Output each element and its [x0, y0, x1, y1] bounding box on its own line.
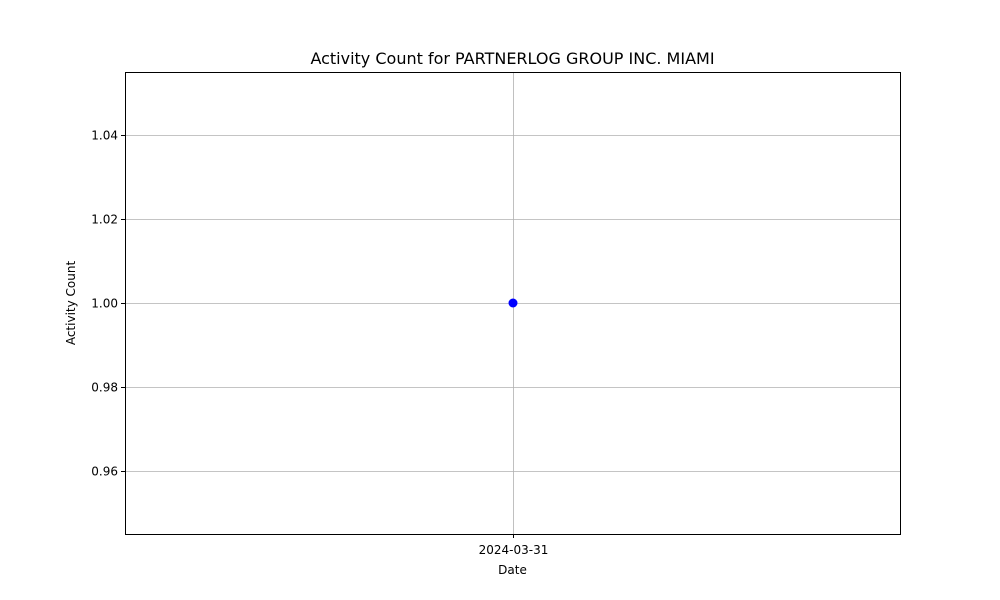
y-tick-label: 1.00 — [91, 297, 118, 311]
y-tick-label: 0.98 — [91, 381, 118, 395]
y-tick-label: 0.96 — [91, 465, 118, 479]
y-tick-label: 1.04 — [91, 129, 118, 143]
y-tick-label: 1.02 — [91, 213, 118, 227]
x-tick-label: 2024-03-31 — [479, 543, 549, 557]
data-series — [508, 298, 518, 308]
chart-title: Activity Count for PARTNERLOG GROUP INC.… — [310, 49, 714, 68]
x-axis-label: Date — [498, 563, 527, 577]
y-axis-label: Activity Count — [64, 261, 78, 346]
y-axis: 0.96 0.98 1.00 1.02 1.04 — [91, 129, 125, 479]
data-point — [508, 298, 518, 308]
x-axis: 2024-03-31 — [479, 534, 549, 557]
